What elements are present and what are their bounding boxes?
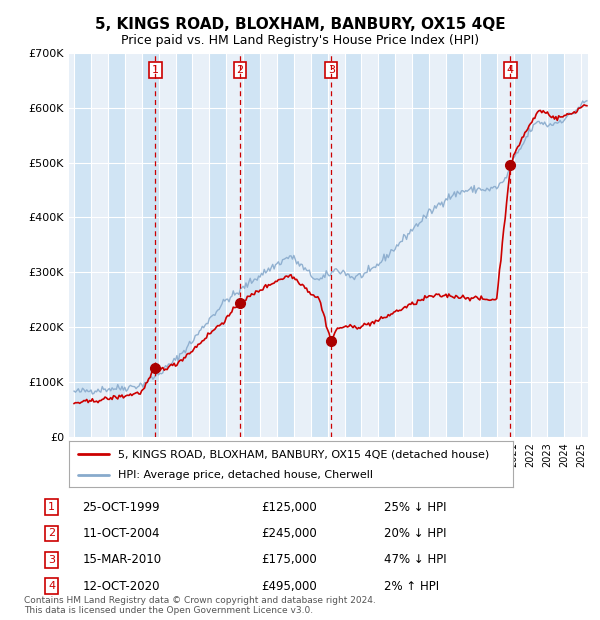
Text: 4: 4: [48, 581, 55, 591]
Text: 1: 1: [48, 502, 55, 512]
Text: 3: 3: [48, 555, 55, 565]
Text: 25-OCT-1999: 25-OCT-1999: [82, 500, 160, 513]
Text: 20% ↓ HPI: 20% ↓ HPI: [384, 527, 446, 540]
Bar: [209, 53, 226, 437]
Text: HPI: Average price, detached house, Cherwell: HPI: Average price, detached house, Cher…: [118, 471, 373, 480]
Text: 25% ↓ HPI: 25% ↓ HPI: [384, 500, 446, 513]
Text: £245,000: £245,000: [261, 527, 317, 540]
Text: 2: 2: [236, 65, 244, 75]
Text: £495,000: £495,000: [261, 580, 317, 593]
Bar: [311, 53, 328, 437]
Text: Price paid vs. HM Land Registry's House Price Index (HPI): Price paid vs. HM Land Registry's House …: [121, 34, 479, 47]
Bar: [412, 53, 429, 437]
Bar: [547, 53, 565, 437]
Bar: [176, 53, 193, 437]
Text: 5, KINGS ROAD, BLOXHAM, BANBURY, OX15 4QE (detached house): 5, KINGS ROAD, BLOXHAM, BANBURY, OX15 4Q…: [118, 449, 489, 459]
Text: £175,000: £175,000: [261, 553, 317, 566]
Text: £125,000: £125,000: [261, 500, 317, 513]
Bar: [344, 53, 361, 437]
Bar: [379, 53, 395, 437]
Text: 11-OCT-2004: 11-OCT-2004: [82, 527, 160, 540]
Text: 15-MAR-2010: 15-MAR-2010: [82, 553, 161, 566]
Text: 2: 2: [48, 528, 55, 538]
Bar: [243, 53, 260, 437]
Text: 4: 4: [507, 65, 514, 75]
Text: 1: 1: [152, 65, 159, 75]
Bar: [480, 53, 497, 437]
Bar: [142, 53, 158, 437]
Text: 47% ↓ HPI: 47% ↓ HPI: [384, 553, 446, 566]
Bar: [514, 53, 530, 437]
Bar: [108, 53, 125, 437]
Text: 2% ↑ HPI: 2% ↑ HPI: [384, 580, 439, 593]
Bar: [446, 53, 463, 437]
Bar: [277, 53, 294, 437]
Text: 3: 3: [328, 65, 335, 75]
Text: 5, KINGS ROAD, BLOXHAM, BANBURY, OX15 4QE: 5, KINGS ROAD, BLOXHAM, BANBURY, OX15 4Q…: [95, 17, 505, 32]
Text: Contains HM Land Registry data © Crown copyright and database right 2024.
This d: Contains HM Land Registry data © Crown c…: [24, 596, 376, 615]
Text: 12-OCT-2020: 12-OCT-2020: [82, 580, 160, 593]
Bar: [74, 53, 91, 437]
